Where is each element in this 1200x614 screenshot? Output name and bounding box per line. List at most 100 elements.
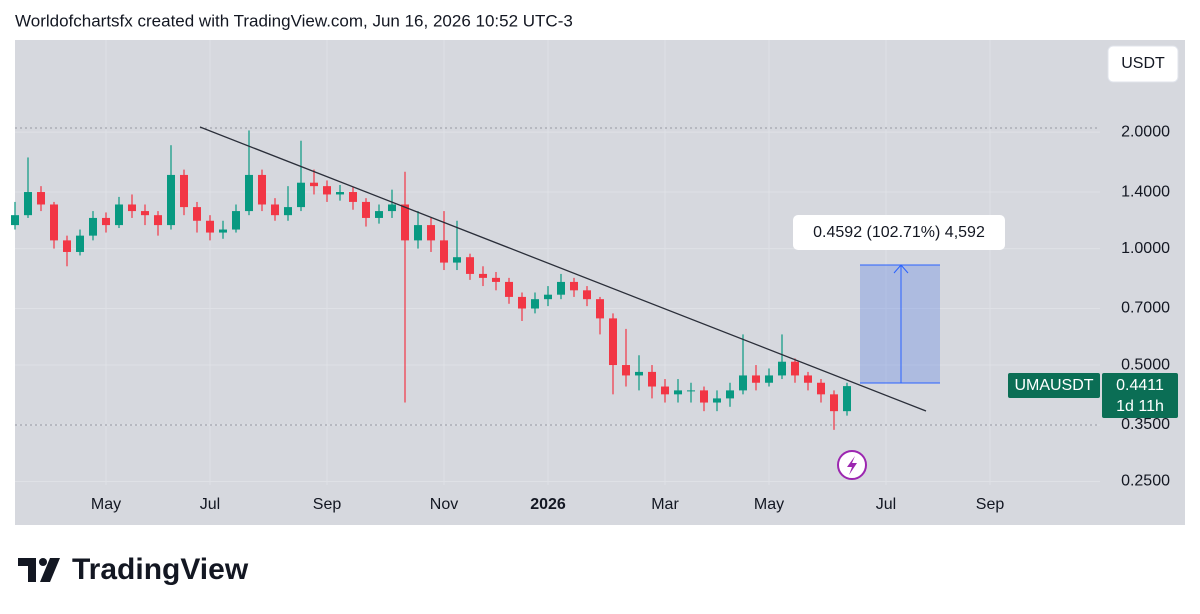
candle-body — [622, 365, 630, 376]
last-price: 0.4411 — [1116, 377, 1164, 394]
candle-body — [258, 174, 266, 205]
countdown: 1d 11h — [1116, 398, 1164, 415]
logo-part — [39, 558, 47, 566]
candle-body — [700, 390, 708, 403]
candle-body — [401, 204, 409, 241]
candle-body — [440, 240, 448, 263]
x-tick-label: Sep — [976, 496, 1005, 513]
candle-body — [180, 174, 188, 208]
candle-body — [219, 229, 227, 233]
candle-body — [11, 215, 19, 226]
y-tick-label: 0.3500 — [1121, 416, 1170, 433]
candle-body — [674, 390, 682, 395]
candle-body — [232, 211, 240, 230]
candle-body — [375, 211, 383, 218]
candle-body — [843, 386, 851, 412]
measure-box — [860, 265, 940, 383]
y-tick-label: 1.0000 — [1121, 240, 1170, 257]
logo-part — [18, 558, 36, 582]
candle-body — [297, 182, 305, 208]
candle-body — [167, 174, 175, 226]
candle-body — [531, 299, 539, 309]
candle-body — [271, 204, 279, 216]
x-tick-label: Sep — [313, 496, 342, 513]
candle-body — [193, 207, 201, 221]
brand-logo — [18, 558, 60, 582]
candle-body — [544, 294, 552, 300]
candle-body — [206, 220, 214, 233]
candle-body — [141, 211, 149, 216]
candle-body — [37, 192, 45, 205]
x-tick-label: Jul — [876, 496, 896, 513]
symbol: UMAUSDT — [1014, 377, 1093, 394]
x-tick-label: 2026 — [530, 496, 566, 513]
candle-body — [687, 390, 695, 392]
candle-body — [505, 281, 513, 297]
y-tick-label: 0.7000 — [1121, 300, 1170, 317]
symbol-box — [1008, 373, 1100, 398]
candle-body — [635, 371, 643, 376]
candle-body — [661, 386, 669, 395]
x-tick-label: May — [754, 496, 784, 513]
y-tick-label: 0.2500 — [1121, 473, 1170, 490]
candle-body — [115, 204, 123, 226]
candle-body — [739, 375, 747, 391]
measure-label: 0.4592 (102.71%) 4,592 — [813, 224, 985, 241]
candle-body — [336, 192, 344, 195]
x-tick-label: Nov — [430, 496, 458, 513]
candle-body — [349, 192, 357, 202]
candle-body — [648, 371, 656, 387]
y-tick-label: 0.5000 — [1121, 356, 1170, 373]
x-tick-label: Jul — [200, 496, 220, 513]
candle-body — [102, 217, 110, 226]
y-tick-label: 2.0000 — [1121, 123, 1170, 140]
measure-label-box — [793, 215, 1005, 250]
candle-body — [128, 204, 136, 212]
candle-body — [557, 281, 565, 295]
candle-body — [362, 201, 370, 218]
candle-body — [830, 394, 838, 412]
trendline — [199, 126, 927, 412]
candle-body — [154, 215, 162, 226]
currency-box — [1107, 45, 1179, 83]
brand: TradingView — [72, 553, 249, 586]
candle-body — [570, 281, 578, 291]
candle-body — [414, 225, 422, 241]
candle-body — [284, 207, 292, 216]
x-tick-label: Mar — [651, 496, 679, 513]
candle-body — [492, 277, 500, 282]
candle-body — [713, 398, 721, 403]
candle-body — [323, 186, 331, 195]
candle-body — [89, 217, 97, 236]
candle-body — [63, 240, 71, 252]
candle-body — [245, 174, 253, 212]
y-axis: 0.2500 0.3500 0.5000 0.7000 1.0000 1.4000 2.00… — [1121, 123, 1170, 489]
attribution: Worldofchartsfx created with TradingView… — [15, 11, 573, 30]
candle-body — [453, 257, 461, 263]
candle-body — [583, 290, 591, 300]
candle-body — [518, 296, 526, 309]
x-tick-label: May — [91, 496, 121, 513]
event-bolt — [847, 456, 857, 475]
candle-body — [596, 299, 604, 319]
grid — [15, 40, 1100, 485]
candle-body — [609, 318, 617, 366]
candle-body — [804, 375, 812, 383]
candle-body — [427, 225, 435, 241]
candles — [11, 130, 851, 430]
candle-body — [466, 257, 474, 274]
candle-body — [24, 192, 32, 216]
candle-body — [479, 273, 487, 278]
candle-body — [791, 361, 799, 376]
candle-body — [752, 375, 760, 383]
candle-body — [50, 204, 58, 241]
logo-part — [40, 558, 60, 582]
x-axis: May Jul Sep Nov 2026 Mar May Jul Sep — [91, 496, 1004, 513]
candle-body — [310, 182, 318, 187]
currency: USDT — [1121, 55, 1165, 72]
plot-background — [15, 40, 1185, 525]
price-box — [1102, 373, 1178, 418]
candle-body — [726, 390, 734, 399]
